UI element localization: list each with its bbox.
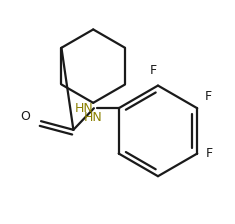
Text: F: F xyxy=(150,64,157,77)
Text: O: O xyxy=(20,110,30,123)
Text: F: F xyxy=(206,147,213,160)
Text: HN: HN xyxy=(75,102,94,115)
Text: HN: HN xyxy=(84,112,103,125)
Text: F: F xyxy=(205,90,212,103)
